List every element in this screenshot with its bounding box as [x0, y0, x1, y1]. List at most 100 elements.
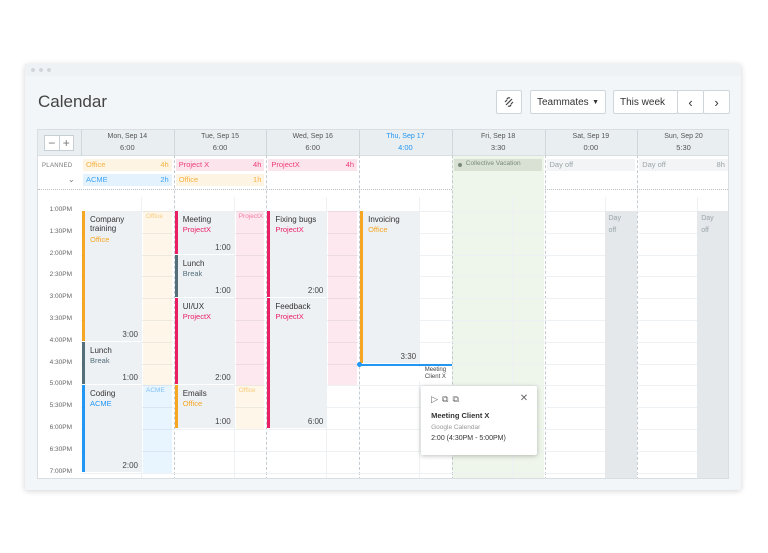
- planned-name: Office: [178, 175, 199, 184]
- planned-block: [328, 211, 358, 386]
- sub-divider: [511, 197, 513, 478]
- prev-button[interactable]: ‹: [677, 90, 704, 114]
- window-bar: [25, 64, 741, 76]
- planned-block: Office: [143, 211, 172, 386]
- planned-hours: 4h: [160, 160, 169, 169]
- entry-project: Office: [90, 235, 110, 244]
- entry-duration: 6:00: [307, 416, 324, 426]
- zoom-in[interactable]: +: [62, 136, 70, 150]
- close-button[interactable]: ✕: [519, 393, 529, 405]
- day-off-block: Day off: [604, 211, 638, 478]
- planned-block-label: ACME: [146, 387, 165, 395]
- day-off-label: Day off: [608, 215, 621, 234]
- planned-item: ProjectX 4h: [268, 159, 358, 171]
- day-total: 6:00: [120, 143, 135, 152]
- sync-button[interactable]: [496, 90, 522, 114]
- calendar-event-tag[interactable]: Meeting Client X: [419, 366, 452, 381]
- planned-item: ACME 2h: [83, 174, 172, 186]
- grid-line: [81, 429, 728, 430]
- planned-name: Office: [86, 160, 106, 169]
- planned-name: Day off: [549, 160, 574, 169]
- day-total: 3:30: [490, 143, 506, 152]
- planned-item: Day off: [546, 159, 636, 171]
- popup-actions: ▷⧉⧉: [431, 394, 463, 405]
- day-off-block: Day off: [697, 211, 728, 478]
- time-label: 1:00PM: [49, 206, 72, 213]
- time-entry[interactable]: Lunch Break 1:00: [174, 254, 234, 298]
- time-entry[interactable]: UI/UX ProjectX 2:00: [174, 298, 234, 385]
- time-entry[interactable]: Coding ACME 2:00: [82, 385, 141, 472]
- planned-name: Day off: [642, 160, 666, 169]
- time-entry[interactable]: Invoicing Office 3:30: [360, 211, 420, 363]
- time-label: 7:00PM: [49, 467, 72, 475]
- entry-title: Lunch: [182, 258, 205, 268]
- entry-title: Invoicing: [368, 215, 400, 224]
- planned-item: Day off 8h: [639, 159, 728, 171]
- planned-block: Office: [235, 385, 265, 429]
- time-entry[interactable]: Lunch Break 1:00: [82, 341, 141, 385]
- day-total: 6:00: [212, 143, 228, 152]
- time-entry[interactable]: Meeting ProjectX 1:00: [174, 211, 234, 254]
- planned-name: ACME: [86, 175, 108, 184]
- entry-duration: 3:00: [122, 329, 138, 339]
- popup-title: Meeting Client X: [431, 411, 490, 421]
- day-divider: [81, 130, 82, 156]
- entry-duration: 1:00: [215, 416, 231, 426]
- time-entry[interactable]: Fixing bugs ProjectX 2:00: [267, 211, 327, 298]
- zoom-out[interactable]: −: [45, 136, 60, 150]
- entry-duration: 2:00: [122, 460, 138, 470]
- sub-divider: [419, 197, 421, 478]
- duplicate-icon[interactable]: ⧉: [452, 394, 463, 405]
- zoom-control[interactable]: − +: [44, 135, 74, 151]
- event-popup: ▷⧉⧉ ✕ Meeting Client X Google Calendar 2:00 …: [421, 386, 538, 456]
- start-icon[interactable]: ▷: [431, 394, 443, 405]
- entry-project: ProjectX: [275, 225, 304, 234]
- planned-item: Office 4h: [83, 159, 172, 171]
- entry-duration: 1:00: [215, 242, 231, 252]
- entry-project: Office: [182, 399, 203, 409]
- planned-item: Project X 4h: [175, 159, 265, 171]
- day-divider: [266, 130, 268, 156]
- grid-line: [81, 407, 728, 409]
- time-label: 6:30PM: [49, 445, 72, 453]
- planned-block-label: Office: [146, 213, 163, 220]
- planned-hours: 1h: [253, 175, 262, 184]
- now-dot: [357, 361, 363, 367]
- planned-divider: [38, 189, 728, 190]
- time-entry[interactable]: Emails Office 1:00: [174, 385, 234, 428]
- teammates-dropdown[interactable]: Teammates ▼: [530, 90, 606, 114]
- next-button[interactable]: ›: [703, 90, 730, 114]
- time-label: 4:00PM: [49, 336, 72, 344]
- time-label: 4:30PM: [49, 358, 72, 366]
- entry-duration: 3:30: [400, 351, 417, 361]
- dot: [39, 68, 43, 72]
- planned-hours: 4h: [345, 160, 355, 169]
- time-label: 6:00PM: [49, 424, 72, 431]
- entry-project: Office: [368, 225, 388, 234]
- day-label: Mon, Sep 14: [107, 133, 148, 140]
- entry-duration: 2:00: [307, 286, 324, 296]
- time-entry[interactable]: Feedback ProjectX 6:00: [267, 298, 327, 428]
- grid-line: [81, 472, 728, 474]
- sync-icon: [504, 97, 514, 107]
- day-divider: [451, 130, 453, 478]
- dropdown-label: Teammates: [537, 96, 589, 108]
- copy-icon[interactable]: ⧉: [442, 394, 453, 405]
- range-button[interactable]: This week: [613, 90, 678, 114]
- grid-line: [81, 385, 728, 387]
- entry-project: Break: [90, 355, 110, 365]
- dot: [47, 68, 51, 72]
- app-window: Calendar Teammates ▼ This week ‹ › − + PLA…: [25, 64, 741, 490]
- caret: ▼: [592, 98, 599, 106]
- dot: [31, 68, 35, 72]
- day-label: Tue, Sep 15: [201, 133, 239, 140]
- time-entry[interactable]: Company training Office 3:00: [82, 211, 141, 341]
- header-row: [38, 130, 728, 156]
- time-label: 2:00PM: [49, 249, 72, 257]
- planned-block: ACME: [143, 385, 172, 473]
- entry-duration: 2:00: [215, 373, 231, 383]
- planned-block: ProjectX: [235, 211, 265, 386]
- grid-line: [81, 450, 728, 452]
- time-label: 1:30PM: [49, 227, 72, 235]
- day-label: Fri, Sep 18: [481, 133, 516, 140]
